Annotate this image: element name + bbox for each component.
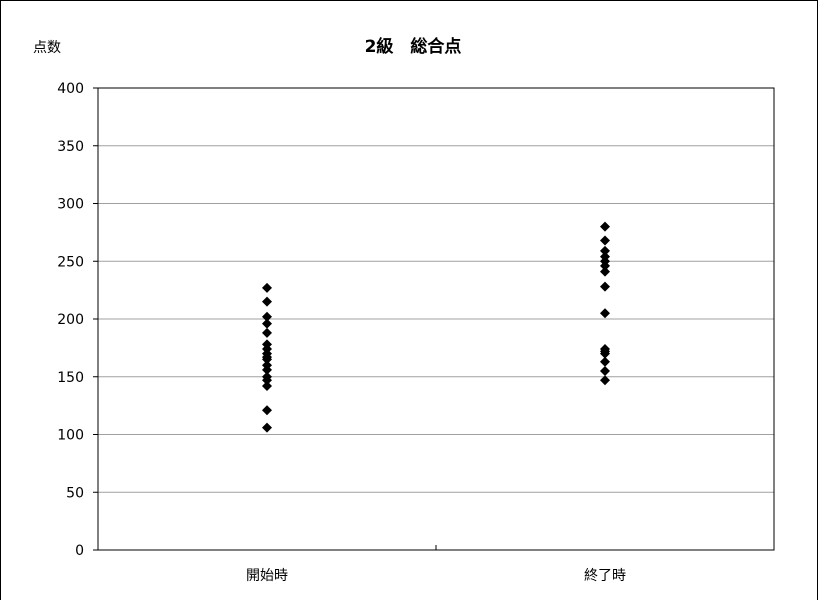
y-ticks: 0 50 100 150 200 250 300 350 400	[57, 81, 98, 559]
data-point	[262, 405, 272, 416]
data-point	[600, 260, 610, 271]
y-tick-label: 200	[57, 312, 84, 328]
data-points	[262, 221, 610, 433]
data-point	[262, 422, 272, 433]
data-point	[262, 375, 272, 386]
data-point	[262, 364, 272, 375]
y-tick-label: 300	[57, 197, 84, 213]
chart-title: 2級 総合点	[365, 36, 462, 57]
x-tick-label: 開始時	[246, 568, 288, 584]
y-axis-label: 点数	[33, 40, 61, 56]
data-point	[262, 327, 272, 338]
y-tick-label: 100	[57, 428, 84, 444]
x-tick-label: 終了時	[584, 568, 626, 584]
data-point	[600, 365, 610, 376]
data-point	[600, 266, 610, 277]
data-point	[600, 245, 610, 256]
x-ticks: 開始時 終了時	[246, 545, 626, 584]
data-point	[600, 308, 610, 319]
data-point	[262, 354, 272, 365]
data-point	[600, 348, 610, 359]
data-point	[262, 282, 272, 293]
data-point	[262, 380, 272, 391]
data-point	[600, 235, 610, 246]
data-point	[262, 296, 272, 307]
y-tick-label: 150	[57, 370, 84, 386]
data-point	[262, 318, 272, 329]
data-point	[262, 311, 272, 322]
y-tick-label: 0	[75, 543, 84, 559]
y-tick-label: 350	[57, 139, 84, 155]
data-point	[600, 221, 610, 232]
data-point	[600, 356, 610, 367]
gridlines	[98, 145, 774, 493]
y-tick-label: 250	[57, 254, 84, 270]
data-point	[600, 375, 610, 386]
data-point	[600, 281, 610, 292]
y-tick-label: 400	[57, 81, 84, 97]
y-tick-label: 50	[66, 485, 84, 501]
